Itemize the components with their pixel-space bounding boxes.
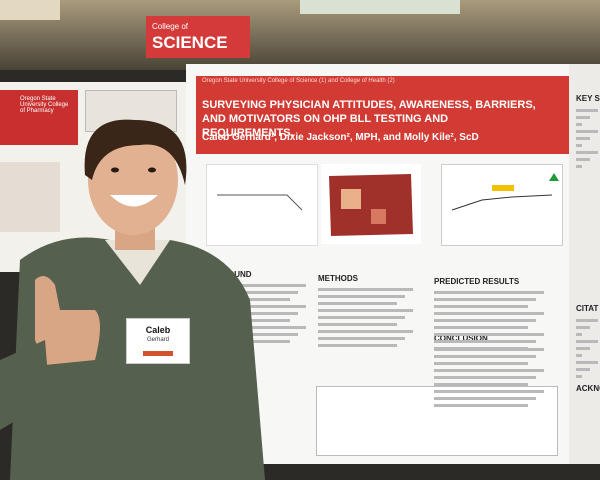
text-line: [434, 305, 528, 308]
text-line: [434, 298, 536, 301]
text-line: [576, 116, 590, 119]
text-line: [576, 319, 598, 322]
text-line: [434, 312, 544, 315]
section-heading: PREDICTED RESULTS: [434, 277, 520, 286]
text-line: [318, 344, 397, 347]
badge-surname: Gerhard: [146, 337, 169, 343]
text-line: [318, 330, 413, 333]
poster-header: [0, 90, 78, 145]
callout: [492, 185, 514, 191]
text-line: [576, 361, 598, 364]
side-column: [569, 64, 600, 464]
text-line: [576, 165, 582, 168]
figure: [441, 164, 563, 246]
text-line: [434, 383, 528, 386]
text-line: [434, 333, 544, 336]
text-line: [434, 355, 536, 358]
text-line: [434, 369, 544, 372]
text-line: [434, 319, 536, 322]
text-line: [216, 284, 306, 287]
window: [300, 0, 460, 14]
affiliation: Oregon State University College of Scien…: [202, 78, 395, 84]
text-line: [318, 323, 397, 326]
text-line: [216, 305, 306, 308]
text-line: [318, 288, 413, 291]
badge-logo: [143, 351, 173, 356]
figure: [206, 164, 318, 246]
section-heading: METHODS: [318, 274, 358, 283]
section-heading: CONCLUSION: [434, 334, 488, 343]
face: [88, 125, 178, 235]
text-line: [434, 326, 528, 329]
text-line: [576, 109, 598, 112]
map-region: [371, 209, 386, 224]
hair: [84, 119, 187, 185]
line-figure: [217, 194, 303, 211]
text-line: [434, 404, 528, 407]
thumbs-up-hand: [35, 276, 100, 365]
poster-title: SURVEYING PHYSICIAN ATTITUDES, AWARENESS…: [202, 99, 536, 139]
text-line: [434, 376, 536, 379]
section-heading: KEY S: [576, 94, 600, 103]
person: [0, 119, 265, 480]
arrow: [549, 173, 559, 181]
text-line: [576, 137, 590, 140]
name-badge: Caleb Gerhard: [126, 318, 190, 364]
badge-name: Caleb: [145, 325, 171, 335]
poster-header: [196, 76, 576, 154]
eye: [111, 167, 119, 173]
text-line: [576, 130, 598, 133]
text-line: [434, 291, 544, 294]
figure: [321, 164, 421, 244]
text-line: [576, 151, 598, 154]
window: [0, 0, 60, 20]
authors: Caleb Gerhard¹, Dixie Jackson², MPH, and…: [202, 132, 479, 143]
text-line: [576, 368, 590, 371]
text-line: [216, 333, 298, 336]
map-figure: [329, 174, 413, 236]
text-line: [576, 347, 590, 350]
text-line: [576, 158, 590, 161]
undershirt: [105, 240, 170, 285]
text-line: [216, 326, 306, 329]
org-text: Oregon State University College of Pharm…: [20, 96, 69, 114]
text-line: [216, 319, 290, 322]
text-line: [576, 354, 582, 357]
sign: College of SCIENCE: [146, 16, 250, 58]
text-line: [434, 390, 544, 393]
text-line: [318, 337, 405, 340]
text-line: [576, 340, 598, 343]
map-region: [341, 189, 361, 209]
text-line: [318, 309, 413, 312]
sign-text: SCIENCE: [152, 33, 228, 52]
sleeve: [0, 340, 50, 430]
text-line: [576, 333, 582, 336]
text-line: [318, 316, 405, 319]
text-line: [434, 397, 536, 400]
text-line: [216, 291, 298, 294]
text-line: [434, 348, 544, 351]
section-heading: CITAT: [576, 304, 599, 313]
text-line: [576, 123, 582, 126]
smile: [110, 195, 158, 207]
text-line: [216, 312, 298, 315]
sign-text: College of: [152, 22, 189, 31]
figure-line: [217, 194, 303, 211]
figure: [0, 162, 60, 232]
text-line: [576, 144, 582, 147]
text-line: [434, 362, 528, 365]
eye: [148, 167, 156, 173]
text-line: [576, 375, 582, 378]
text-line: [216, 298, 290, 301]
text-line: [318, 295, 405, 298]
text-line: [318, 302, 397, 305]
text-line: [434, 340, 536, 343]
figure-line: [451, 194, 553, 211]
text-line: [576, 326, 590, 329]
chart-figure: [451, 173, 559, 211]
section-heading: ACKNO: [576, 384, 600, 393]
